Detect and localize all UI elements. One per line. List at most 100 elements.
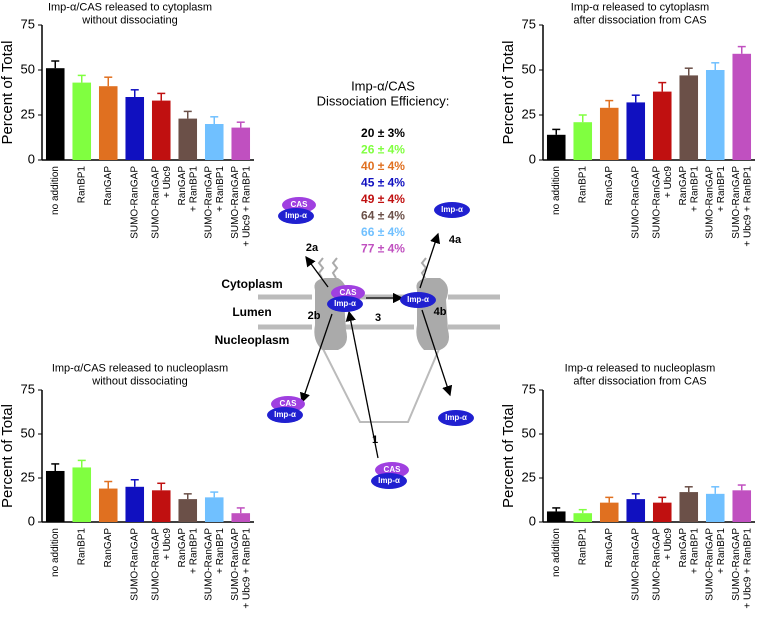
diagram: [258, 232, 500, 459]
bar: [72, 467, 92, 522]
x-tick-label: RanGAP: [103, 166, 114, 206]
protein-label: CAS: [340, 288, 358, 297]
bar: [72, 82, 92, 160]
bar: [204, 124, 224, 160]
x-tick-label: RanBP1: [577, 166, 588, 204]
y-tick-label: 0: [28, 151, 35, 166]
y-tick-label: 75: [21, 16, 35, 31]
bar: [652, 91, 672, 160]
y-tick-label: 75: [522, 381, 536, 396]
protein-label: Imp-α: [274, 410, 296, 419]
bar: [125, 486, 145, 522]
bar: [151, 100, 171, 160]
y-tick-label: 50: [21, 61, 35, 76]
y-tick-label: 25: [21, 106, 35, 121]
x-tick-label: RanGAP+ RanBP1: [678, 166, 701, 212]
bar: [125, 97, 145, 160]
x-tick-label: RanGAP: [103, 528, 114, 568]
efficiency-value: 45 ± 4%: [361, 176, 405, 190]
x-tick-label: SUMO-RanGAP+ Ubc9 + RanBP1: [731, 528, 754, 609]
y-tick-label: 25: [522, 106, 536, 121]
x-tick-label: SUMO-RanGAP+ RanBP1: [203, 166, 226, 239]
efficiency-value: 40 ± 4%: [361, 159, 405, 173]
x-tick-label: SUMO-RanGAP: [129, 528, 140, 601]
bar: [732, 490, 752, 522]
bar: [599, 502, 619, 522]
bar: [178, 118, 198, 160]
bar: [98, 86, 118, 160]
filament: [331, 257, 339, 279]
chart-title: Imp-α released to cytoplasm after dissoci…: [571, 2, 709, 27]
chart-title: Imp-α/CAS released to cytoplasm without d…: [48, 2, 212, 27]
x-tick-label: SUMO-RanGAP+ Ubc9: [651, 166, 674, 239]
y-tick-label: 50: [522, 425, 536, 440]
bar: [599, 107, 619, 160]
x-tick-label: RanGAP+ RanBP1: [678, 528, 701, 574]
protein-label: Imp-α: [285, 211, 307, 220]
x-tick-label: SUMO-RanGAP: [630, 166, 641, 239]
imp-alpha: [278, 208, 314, 224]
protein-label: Imp-α: [407, 295, 429, 304]
bar: [45, 68, 65, 160]
step-label: 2a: [306, 242, 319, 254]
x-tick-label: RanGAP: [604, 528, 615, 568]
x-tick-label: no addition: [50, 528, 61, 577]
filament: [317, 257, 325, 279]
imp-alpha: [327, 296, 363, 312]
imp-alpha: [371, 473, 407, 489]
efficiency-value: 77 ± 4%: [361, 242, 405, 256]
x-tick-label: SUMO-RanGAP+ Ubc9: [651, 528, 674, 601]
y-axis-label: Percent of Total: [0, 41, 16, 145]
bar: [679, 492, 699, 522]
protein-label: Imp-α: [441, 205, 463, 214]
imp-alpha: [434, 202, 470, 218]
x-tick-label: RanGAP: [604, 166, 615, 206]
protein-label: Imp-α: [378, 476, 400, 485]
compartment-label: Nucleoplasm: [215, 333, 290, 347]
protein-label: Imp-α: [334, 299, 356, 308]
x-tick-label: SUMO-RanGAP+ Ubc9 + RanBP1: [230, 528, 253, 609]
bar: [573, 513, 593, 522]
y-tick-label: 75: [522, 16, 536, 31]
y-tick-label: 0: [28, 513, 35, 528]
compartment-label: Cytoplasm: [221, 277, 282, 291]
bar: [573, 122, 593, 160]
x-tick-label: no addition: [551, 528, 562, 577]
step-label: 4a: [449, 234, 462, 246]
protein-label: Imp-α: [445, 413, 467, 422]
step-label: 3: [375, 312, 381, 324]
efficiency-heading: Imp-α/CAS Dissociation Efficiency:: [317, 79, 450, 109]
envelope: [315, 334, 446, 423]
x-tick-label: SUMO-RanGAP: [129, 166, 140, 239]
step-label: 2b: [308, 310, 321, 322]
bar: [626, 499, 646, 522]
bar: [546, 134, 566, 160]
x-tick-label: SUMO-RanGAP+ Ubc9: [150, 166, 173, 239]
efficiency-value: 20 ± 3%: [361, 126, 405, 140]
y-axis-label: Percent of Total: [0, 404, 16, 508]
bar: [679, 75, 699, 160]
step-label: 4b: [434, 306, 447, 318]
y-tick-label: 75: [21, 381, 35, 396]
x-tick-label: RanBP1: [577, 528, 588, 566]
bar: [652, 502, 672, 522]
x-tick-label: SUMO-RanGAP+ Ubc9 + RanBP1: [731, 166, 754, 247]
bar: [546, 511, 566, 522]
y-tick-label: 0: [529, 513, 536, 528]
x-tick-label: no addition: [551, 166, 562, 215]
bar: [705, 493, 725, 522]
efficiency-value: 66 ± 4%: [361, 225, 405, 239]
x-tick-label: no addition: [50, 166, 61, 215]
bar: [705, 70, 725, 160]
x-tick-label: RanBP1: [76, 166, 87, 204]
efficiency-value: 26 ± 4%: [361, 143, 405, 157]
bar: [204, 497, 224, 522]
bar: [231, 127, 251, 160]
bar: [178, 499, 198, 522]
x-tick-label: RanGAP+ RanBP1: [177, 528, 200, 574]
y-axis-label: Percent of Total: [500, 404, 517, 508]
x-tick-label: SUMO-RanGAP+ RanBP1: [203, 528, 226, 601]
chart-title: Imp-α/CAS released to nucleoplasm without…: [52, 363, 228, 388]
y-tick-label: 50: [522, 61, 536, 76]
protein-label: CAS: [291, 200, 309, 209]
